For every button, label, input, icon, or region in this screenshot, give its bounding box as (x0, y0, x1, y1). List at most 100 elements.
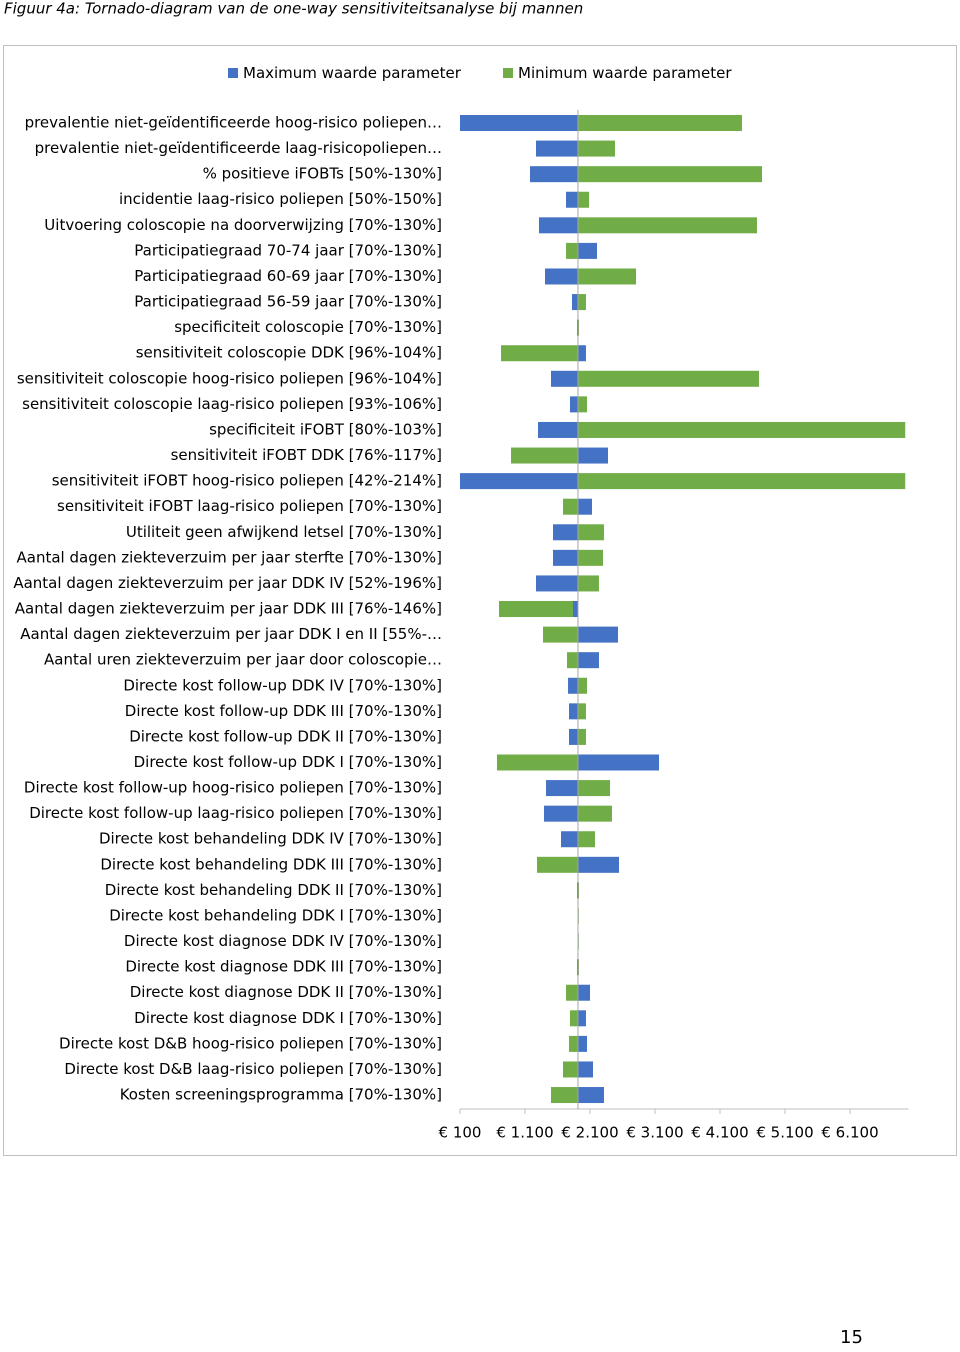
y-tick-label: Directe kost follow-up laag-risico polie… (29, 804, 442, 822)
y-tick-label: Aantal dagen ziekteverzuim per jaar DDK … (20, 625, 442, 643)
legend-label: Minimum waarde parameter (518, 64, 732, 82)
x-tick-label: € 5.100 (756, 1124, 813, 1142)
bar (577, 473, 906, 490)
x-tick-label: € 4.100 (691, 1124, 748, 1142)
x-tick-label: € 100 (439, 1124, 482, 1142)
bar (577, 703, 586, 720)
bar (577, 370, 759, 387)
bar (530, 166, 578, 183)
bar (499, 601, 578, 618)
y-tick-label: Directe kost behandeling DDK IV [70%-130… (99, 830, 442, 848)
y-tick-label: sensitiviteit iFOBT hoog-risico poliepen… (52, 472, 442, 490)
x-tick-label: € 2.100 (561, 1124, 618, 1142)
bar (577, 447, 609, 464)
y-tick-label: sensitiviteit iFOBT DDK [76%-117%] (171, 446, 442, 464)
bar (563, 1061, 578, 1078)
bar (501, 345, 578, 362)
bar (577, 882, 580, 899)
y-tick-label: Directe kost diagnose DDK I [70%-130%] (134, 1009, 442, 1027)
legend-swatch (503, 68, 513, 78)
bar (551, 1087, 578, 1104)
bar (577, 421, 906, 438)
y-tick-label: Directe kost follow-up DDK IV [70%-130%] (123, 676, 442, 694)
bar (561, 831, 578, 848)
y-tick-label: Uitvoering coloscopie na doorverwijzing … (44, 216, 442, 234)
y-tick-label: Aantal dagen ziekteverzuim per jaar DDK … (15, 600, 442, 618)
bar (577, 831, 596, 848)
legend-label: Maximum waarde parameter (243, 64, 462, 82)
bar (577, 549, 603, 566)
x-tick-label: € 1.100 (496, 1124, 553, 1142)
page-number: 15 (840, 1327, 863, 1348)
y-tick-label: sensitiviteit iFOBT laag-risico poliepen… (57, 497, 442, 515)
legend-swatch (228, 68, 238, 78)
y-tick-label: Participatiegraad 56-59 jaar [70%-130%] (134, 293, 442, 311)
bar (535, 575, 578, 592)
bar (496, 754, 578, 771)
bar (566, 191, 578, 208)
y-tick-label: Participatiegraad 60-69 jaar [70%-130%] (134, 267, 442, 285)
y-tick-label: Directe kost behandeling DDK I [70%-130%… (109, 906, 442, 924)
y-tick-label: Kosten screeningsprogramma [70%-130%] (120, 1086, 442, 1104)
y-tick-label: sensitiviteit coloscopie laag-risico pol… (22, 395, 442, 413)
y-tick-label: Directe kost diagnose DDK III [70%-130%] (125, 958, 442, 976)
bar (538, 421, 578, 438)
y-tick-label: Directe kost diagnose DDK IV [70%-130%] (124, 932, 442, 950)
bar (577, 1061, 593, 1078)
y-tick-label: Directe kost follow-up DDK III [70%-130%… (125, 702, 442, 720)
bar (566, 984, 578, 1001)
bar (551, 370, 578, 387)
bar (577, 217, 757, 234)
bar (537, 856, 578, 873)
bar (577, 805, 612, 822)
y-tick-label: specificiteit iFOBT [80%-103%] (209, 420, 442, 438)
y-tick-label: incidentie laag-risico poliepen [50%-150… (119, 190, 442, 208)
y-tick-label: % positieve iFOBTs [50%-130%] (203, 165, 442, 183)
bar (577, 856, 619, 873)
y-tick-label: sensitiviteit coloscopie DDK [96%-104%] (136, 344, 442, 362)
bar (577, 396, 588, 413)
bar (571, 294, 578, 311)
bar (577, 626, 619, 643)
bar (538, 217, 578, 234)
y-tick-label: Directe kost follow-up DDK II [70%-130%] (129, 727, 442, 745)
bar (566, 242, 578, 259)
bar (569, 703, 578, 720)
y-tick-label: Participatiegraad 70-74 jaar [70%-130%] (134, 241, 442, 259)
bar (577, 345, 586, 362)
bar (543, 626, 578, 643)
bar (577, 268, 637, 285)
bar (577, 524, 604, 541)
bar (553, 524, 578, 541)
bar (577, 984, 590, 1001)
bar (460, 115, 578, 131)
bar (545, 780, 578, 797)
y-tick-label: Directe kost D&B hoog-risico poliepen [7… (59, 1034, 442, 1052)
bar (569, 728, 578, 745)
bar (543, 805, 578, 822)
bar (577, 498, 593, 515)
bar (577, 319, 580, 336)
y-tick-label: Aantal dagen ziekteverzuim per jaar DDK … (13, 574, 442, 592)
bar (569, 396, 578, 413)
bar (569, 1010, 578, 1027)
bar (572, 601, 578, 618)
bar (577, 754, 660, 771)
bar (577, 652, 599, 669)
bar (568, 677, 578, 694)
y-tick-label: Aantal dagen ziekteverzuim per jaar ster… (17, 548, 442, 566)
y-tick-label: Directe kost follow-up DDK I [70%-130%] (134, 753, 442, 771)
bar (545, 268, 578, 285)
y-tick-label: prevalentie niet-geïdentificeerde hoog-r… (25, 114, 442, 132)
bar (577, 1035, 588, 1052)
y-tick-label: Aantal uren ziekteverzuim per jaar door … (44, 651, 442, 669)
bar (577, 191, 590, 208)
y-tick-label: sensitiviteit coloscopie hoog-risico pol… (17, 369, 442, 387)
chart-frame (3, 45, 957, 1156)
y-tick-label: Directe kost D&B laag-risico poliepen [7… (64, 1060, 442, 1078)
bar (460, 473, 578, 490)
y-tick-label: Utiliteit geen afwijkend letsel [70%-130… (126, 523, 442, 541)
x-tick-label: € 3.100 (626, 1124, 683, 1142)
y-tick-label: Directe kost diagnose DDK II [70%-130%] (130, 983, 442, 1001)
